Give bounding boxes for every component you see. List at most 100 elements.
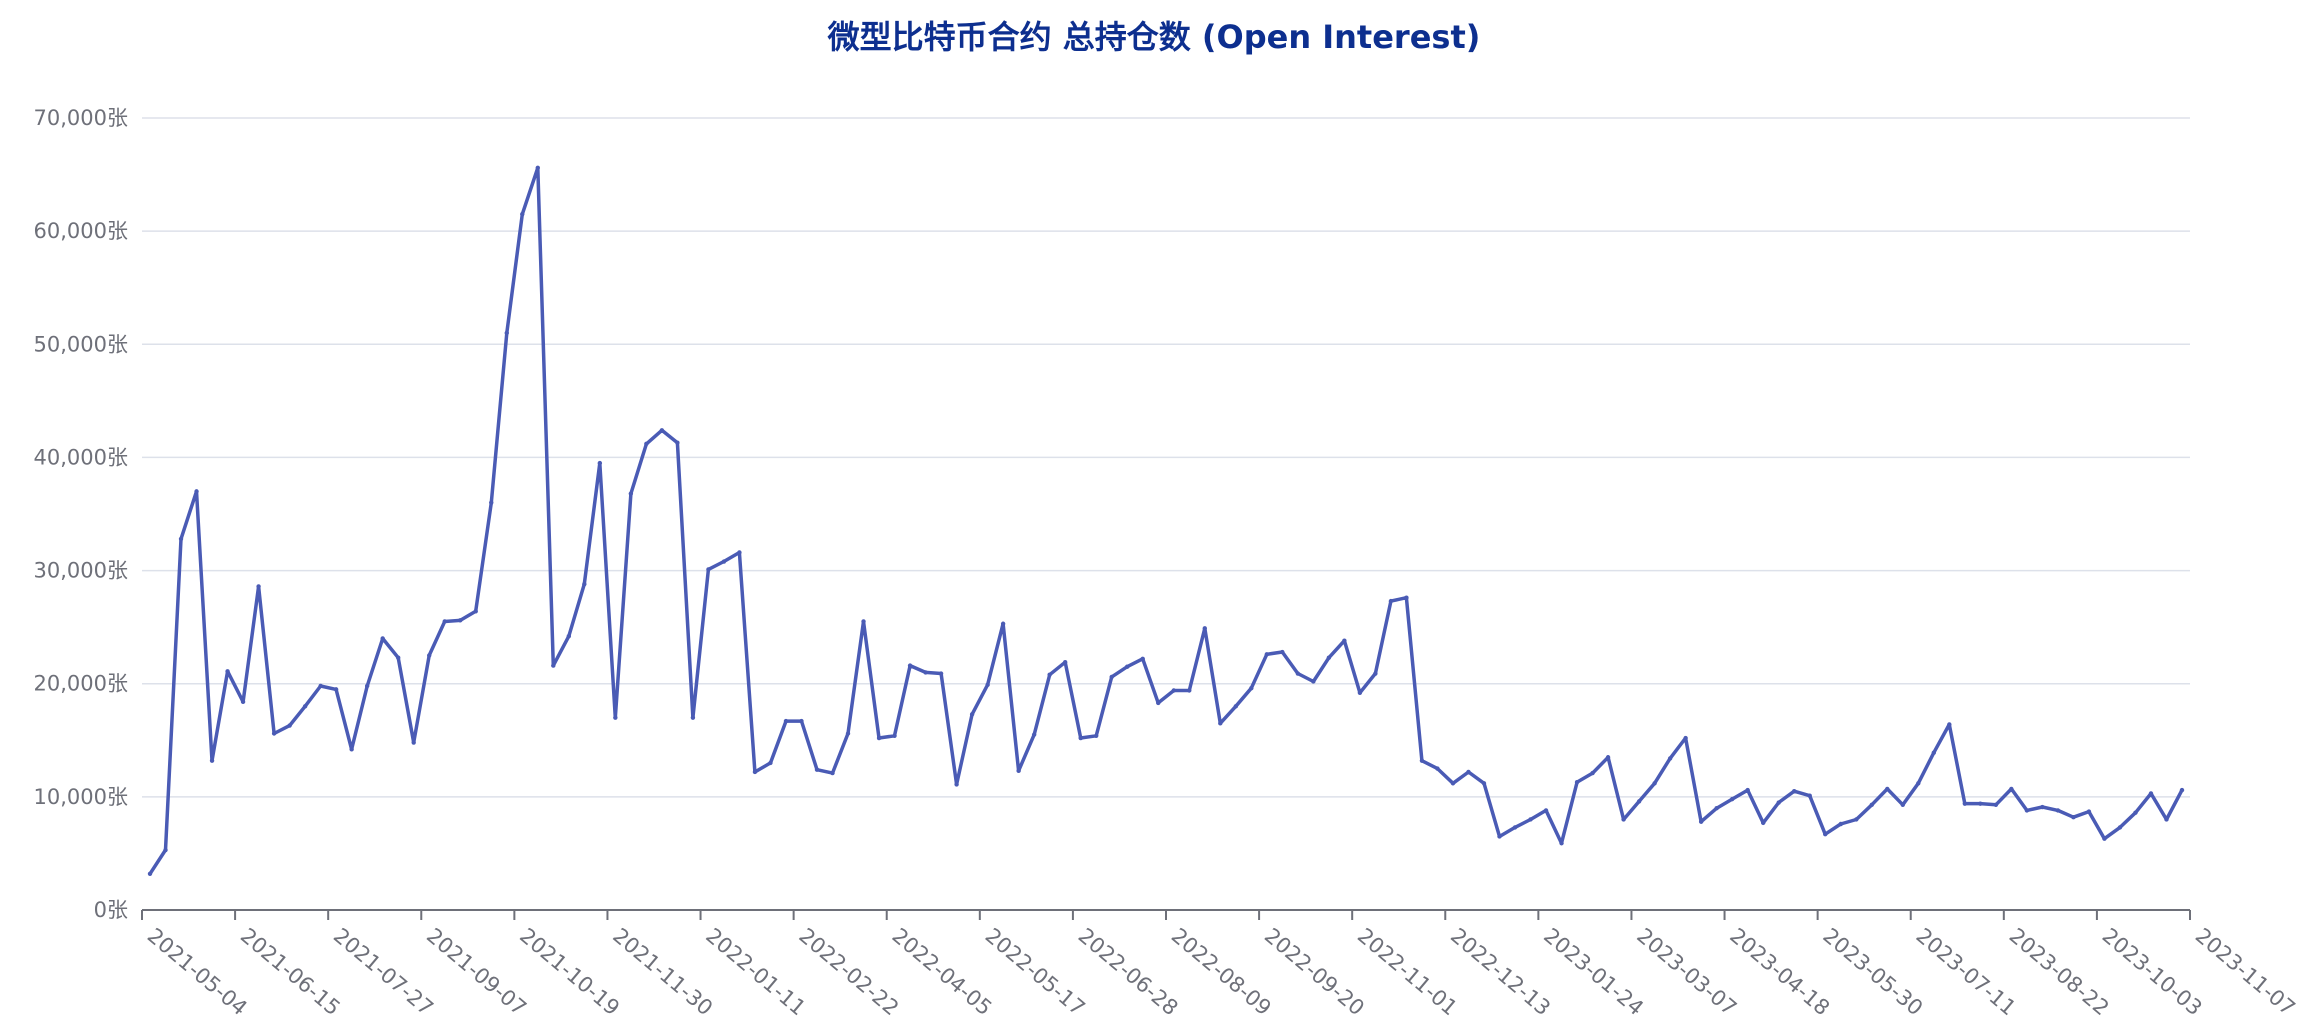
data-point (1435, 766, 1440, 771)
data-point (194, 489, 199, 494)
data-point (1543, 808, 1549, 813)
data-point (783, 718, 789, 724)
data-point (690, 715, 696, 720)
data-point (1326, 655, 1332, 660)
data-point (1559, 841, 1564, 846)
x-tick-label: 2022-09-20 (1260, 923, 1369, 1020)
x-tick-label: 2022-08-09 (1167, 923, 1276, 1020)
data-point (333, 687, 339, 692)
data-point (458, 618, 463, 623)
data-point (1404, 595, 1409, 600)
data-point (1466, 769, 1471, 775)
data-point (1605, 755, 1611, 760)
data-point (566, 633, 572, 639)
data-point (1342, 638, 1347, 643)
data-point (1171, 688, 1176, 693)
data-point (411, 740, 416, 745)
data-point (923, 670, 928, 675)
data-point (752, 769, 758, 775)
data-point (1729, 796, 1735, 802)
data-point (1388, 598, 1394, 604)
data-point (2164, 817, 2169, 822)
data-point (1202, 626, 1207, 631)
data-point (1636, 799, 1642, 804)
data-point (271, 731, 277, 736)
data-point (1993, 802, 1999, 807)
x-tick-label: 2021-10-19 (515, 923, 624, 1020)
data-point (1947, 722, 1952, 727)
data-point (1047, 672, 1052, 677)
x-tick-label: 2023-05-30 (1818, 923, 1927, 1020)
data-point (1264, 652, 1270, 657)
x-tick-label: 2023-08-22 (2005, 923, 2114, 1020)
data-point (1900, 802, 1905, 807)
data-point (2133, 810, 2138, 815)
data-point (1187, 688, 1192, 693)
data-point (1233, 704, 1239, 709)
data-point (489, 500, 494, 505)
data-point (830, 770, 835, 776)
data-point (1528, 817, 1533, 822)
data-point (209, 758, 215, 763)
data-point (1714, 805, 1719, 811)
data-point (1916, 781, 1921, 786)
data-point (1016, 768, 1021, 774)
y-tick-label: 10,000张 (34, 785, 128, 809)
data-point (1745, 787, 1750, 793)
data-point (1450, 781, 1456, 786)
data-point (706, 567, 711, 572)
data-point (380, 636, 385, 641)
data-point (395, 655, 401, 660)
data-point (892, 733, 897, 738)
y-tick-label: 30,000张 (34, 559, 128, 583)
data-point (256, 584, 261, 589)
data-point (2148, 791, 2154, 796)
data-point (1962, 801, 1968, 806)
x-tick-label: 2023-11-07 (2191, 923, 2300, 1020)
data-point (1156, 700, 1161, 706)
data-point (2179, 787, 2185, 793)
data-point (535, 165, 540, 170)
data-point (1807, 793, 1812, 798)
x-tick-label: 2022-04-05 (888, 923, 997, 1020)
data-point (302, 704, 308, 709)
data-point (1419, 758, 1425, 763)
data-point (1062, 660, 1068, 665)
data-point (814, 767, 820, 772)
data-point (427, 653, 432, 658)
data-point (1621, 817, 1626, 822)
data-point (613, 715, 618, 720)
data-point (1854, 817, 1859, 822)
data-point (1683, 735, 1688, 741)
data-point (163, 847, 168, 853)
data-point (520, 211, 525, 217)
x-tick-label: 2022-01-11 (701, 923, 810, 1020)
x-tick-label: 2021-07-27 (329, 923, 438, 1020)
x-tick-label: 2023-10-03 (2098, 923, 2207, 1020)
data-point (1590, 770, 1595, 776)
data-point (1109, 674, 1114, 680)
data-point (907, 663, 913, 668)
y-tick-label: 0张 (94, 898, 128, 922)
data-point (597, 460, 603, 466)
data-point (644, 441, 649, 447)
data-point (2024, 808, 2030, 813)
data-point (1093, 733, 1099, 738)
data-point (1698, 819, 1704, 824)
x-tick-label: 2022-06-28 (1074, 923, 1183, 1020)
data-point (349, 747, 354, 752)
data-point (240, 699, 246, 705)
data-point (675, 440, 680, 445)
data-point (2086, 809, 2092, 814)
data-point (861, 619, 866, 624)
data-point (1838, 821, 1843, 827)
data-point (1667, 756, 1673, 761)
data-point (721, 559, 727, 564)
data-point (1295, 671, 1301, 676)
data-point (938, 671, 944, 676)
data-point (1760, 820, 1766, 826)
data-point (473, 609, 478, 614)
data-point (2009, 786, 2014, 792)
x-tick-label: 2023-01-24 (1539, 923, 1648, 1020)
data-point (1823, 831, 1828, 837)
